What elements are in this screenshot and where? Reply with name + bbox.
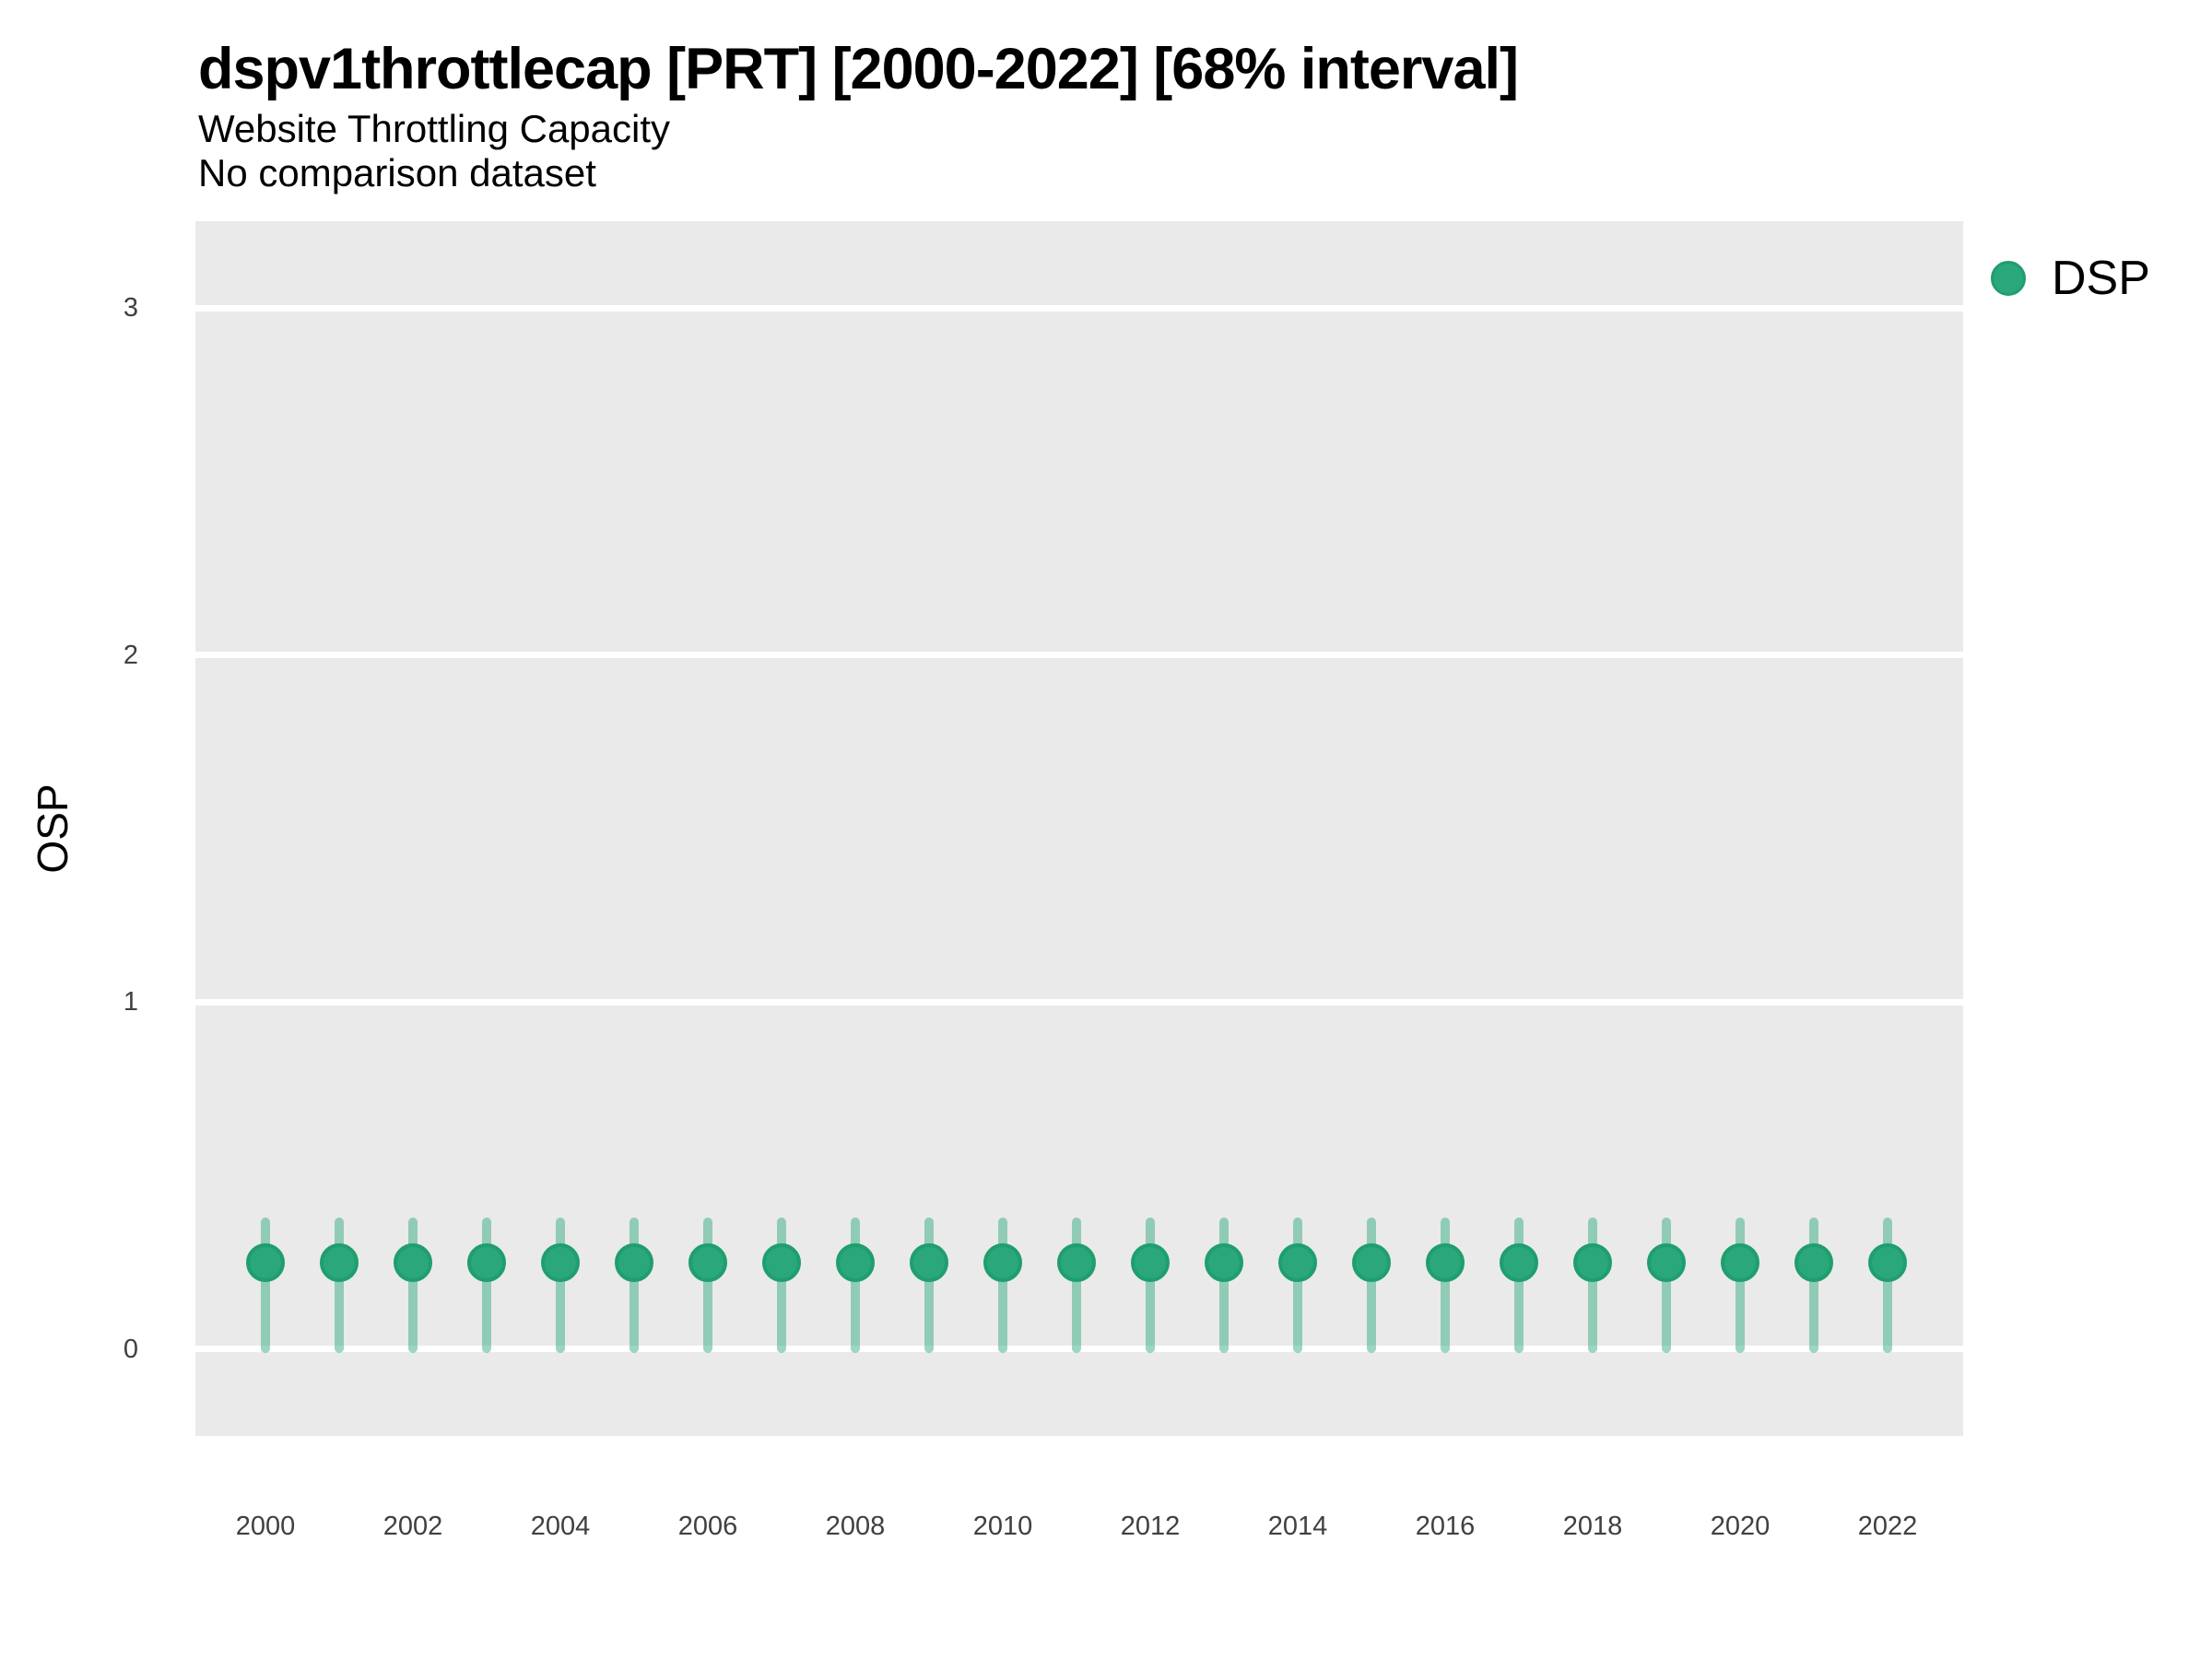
y-axis-title: OSP	[29, 783, 76, 874]
interval-bar	[703, 1217, 712, 1353]
interval-bar	[1367, 1217, 1376, 1353]
interval-bar	[408, 1217, 418, 1353]
plot-panel	[195, 221, 1963, 1436]
data-point-2003	[467, 1242, 506, 1282]
x-tick-label: 2014	[1267, 1512, 1328, 1541]
gridline-y-3	[195, 304, 1963, 312]
data-point-2001	[320, 1242, 359, 1282]
data-point-2016	[1426, 1242, 1465, 1282]
data-point-2010	[983, 1242, 1022, 1282]
data-point-2002	[394, 1242, 432, 1282]
y-tick-label: 0	[123, 1334, 138, 1364]
legend: DSP	[1991, 252, 2150, 305]
x-tick-label: 2002	[382, 1512, 443, 1541]
data-point-2009	[910, 1242, 948, 1282]
interval-bar	[482, 1217, 491, 1353]
data-point-2008	[836, 1242, 875, 1282]
y-tick-label: 1	[123, 987, 138, 1018]
data-point-2020	[1721, 1242, 1759, 1282]
interval-bar	[924, 1217, 934, 1353]
interval-bar	[1514, 1217, 1524, 1353]
data-point-2000	[246, 1242, 285, 1282]
data-point-2007	[762, 1242, 801, 1282]
legend-marker-circle-icon	[1991, 261, 2026, 296]
interval-bar	[1146, 1217, 1155, 1353]
x-tick-label: 2020	[1710, 1512, 1771, 1541]
data-point-2021	[1794, 1242, 1833, 1282]
gridline-y-0	[195, 1346, 1963, 1353]
x-tick-label: 2000	[235, 1512, 296, 1541]
interval-bar	[1441, 1217, 1450, 1353]
gridline-y-1	[195, 998, 1963, 1006]
interval-bar	[1588, 1217, 1597, 1353]
interval-bar	[629, 1217, 639, 1353]
interval-bar	[1735, 1217, 1745, 1353]
x-tick-label: 2008	[825, 1512, 886, 1541]
y-tick-label: 2	[123, 640, 138, 670]
chart-subtitle: Website Throttling Capacity	[198, 107, 671, 150]
legend-item-label: DSP	[2052, 252, 2150, 305]
interval-bar	[1662, 1217, 1671, 1353]
data-point-2015	[1352, 1242, 1391, 1282]
data-point-2013	[1205, 1242, 1243, 1282]
interval-bar	[335, 1217, 344, 1353]
x-tick-label: 2022	[1857, 1512, 1918, 1541]
data-point-2004	[541, 1242, 580, 1282]
data-point-2011	[1057, 1242, 1096, 1282]
interval-bar	[1072, 1217, 1081, 1353]
chart-title: dspv1throttlecap [PRT] [2000-2022] [68% …	[198, 37, 1519, 101]
interval-bar	[851, 1217, 860, 1353]
gridline-y-2	[195, 652, 1963, 659]
interval-bar	[998, 1217, 1007, 1353]
interval-bar	[1809, 1217, 1818, 1353]
chart-comparison-note: No comparison dataset	[198, 151, 596, 194]
data-point-2017	[1500, 1242, 1538, 1282]
x-tick-label: 2016	[1415, 1512, 1476, 1541]
x-tick-label: 2010	[972, 1512, 1033, 1541]
x-tick-label: 2018	[1562, 1512, 1623, 1541]
interval-bar	[777, 1217, 786, 1353]
data-point-2019	[1647, 1242, 1686, 1282]
x-tick-label: 2004	[530, 1512, 591, 1541]
data-point-2014	[1278, 1242, 1317, 1282]
data-point-2006	[688, 1242, 727, 1282]
interval-bar	[1219, 1217, 1229, 1353]
data-point-2018	[1573, 1242, 1612, 1282]
interval-bar	[1883, 1217, 1892, 1353]
interval-bar	[556, 1217, 565, 1353]
y-tick-label: 3	[123, 293, 138, 324]
interval-bar	[261, 1217, 270, 1353]
data-point-2012	[1131, 1242, 1170, 1282]
data-point-2005	[615, 1242, 653, 1282]
x-tick-label: 2006	[677, 1512, 738, 1541]
data-point-2022	[1868, 1242, 1907, 1282]
interval-bar	[1293, 1217, 1302, 1353]
x-tick-label: 2012	[1120, 1512, 1181, 1541]
